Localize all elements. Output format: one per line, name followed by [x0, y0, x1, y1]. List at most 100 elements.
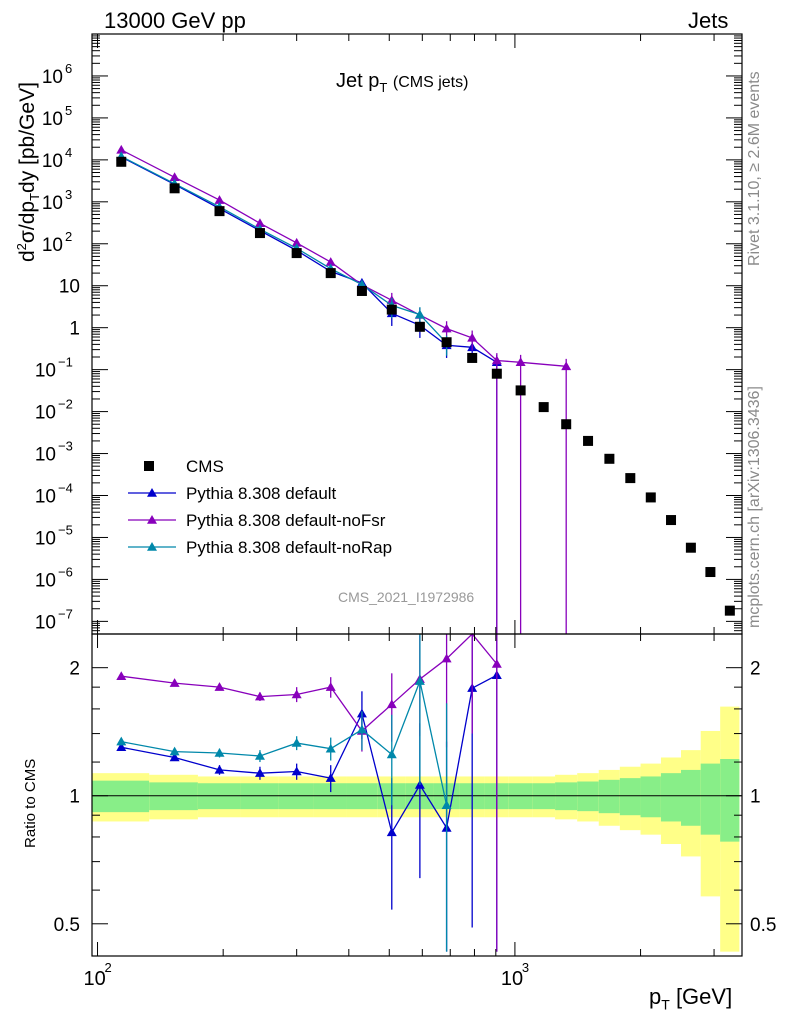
series-line-ratio: [121, 674, 498, 835]
legend-label: Pythia 8.308 default-noFsr: [186, 511, 386, 530]
series-point-ratio: [214, 764, 225, 774]
data-point: [515, 385, 526, 396]
legend-marker: [147, 515, 157, 524]
y-tick-label-exp: 2: [65, 229, 72, 244]
data-point: [325, 268, 336, 279]
data-point: [538, 402, 549, 413]
y-tick-label-exp: −1: [58, 355, 73, 370]
series-point-ratio: [386, 699, 397, 709]
ratio-y-tick-label-right: 2: [750, 659, 761, 680]
data-point: [291, 248, 302, 259]
band-inner-bin: [555, 782, 578, 811]
series-point-ratio: [169, 746, 180, 756]
series-point-ratio: [254, 768, 265, 777]
series-point-main: [291, 237, 302, 247]
ratio-y-tick-label-left: 1: [69, 787, 80, 808]
data-point: [467, 352, 478, 363]
mcplots-label: mcplots.cern.ch [arXiv:1306.3436]: [746, 386, 763, 628]
chart-title: Jet pT (CMS jets): [336, 70, 469, 95]
ratio-y-tick-label-left: 2: [69, 659, 80, 680]
y-axis-title: d2σ/dpTdy [pb/GeV]: [14, 82, 43, 262]
data-point: [724, 605, 735, 616]
y-tick-label: 10: [42, 151, 63, 172]
series-line-ratio: [121, 678, 448, 806]
legend-marker: [147, 488, 157, 497]
band-inner-bin: [92, 780, 150, 813]
legend: CMS Pythia 8.308 default Pythia 8.308 defa…: [128, 457, 392, 557]
data-point: [491, 368, 502, 379]
ratio-frame: [91, 633, 743, 957]
band-inner-bin: [660, 773, 682, 822]
legend-label: Pythia 8.308 default: [186, 484, 337, 503]
y-tick-label: 10: [35, 487, 56, 508]
series-point-ratio: [214, 682, 225, 691]
series-point-ratio: [441, 653, 452, 663]
series-point-ratio: [214, 748, 225, 757]
rivet-label: Rivet 3.1.10, ≥ 2.6M events: [746, 71, 763, 266]
data-point: [169, 183, 180, 194]
data-point: [625, 473, 636, 484]
data-points: [116, 156, 735, 616]
band-inner-bin: [577, 781, 599, 812]
series-point-ratio: [441, 800, 452, 809]
data-point: [414, 321, 425, 332]
data-point: [561, 419, 572, 430]
series-point-main: [169, 172, 180, 182]
y-tick-label: 1: [69, 319, 80, 340]
series-point-ratio: [254, 691, 265, 701]
y-tick-label-exp: 4: [65, 145, 72, 160]
y-tick-label-exp: −7: [58, 606, 73, 621]
series-point-ratio: [325, 743, 336, 753]
series-point-ratio: [386, 749, 397, 759]
series-point-ratio: [116, 736, 127, 746]
data-point: [441, 337, 452, 348]
y-tick-label: 10: [35, 403, 56, 424]
y-tick-label: 10: [35, 612, 56, 633]
x-tick-label: 10: [84, 968, 106, 990]
data-point: [116, 156, 127, 167]
header-left: 13000 GeV pp: [104, 8, 246, 33]
y-tick-label: 10: [42, 235, 63, 256]
series-point-ratio: [386, 827, 397, 837]
ratio-y-label: Ratio to CMS: [22, 758, 39, 848]
y-tick-label: 10: [35, 528, 56, 549]
legend-label-data: CMS: [186, 457, 224, 476]
x-axis-label: pT [GeV]: [649, 984, 733, 1013]
series-point-ratio: [414, 676, 425, 685]
series-line-ratio: [121, 633, 498, 732]
y-tick-label-exp: −2: [58, 397, 73, 412]
series-point-main: [325, 257, 336, 266]
y-tick-label: 10: [35, 445, 56, 466]
data-point: [214, 206, 225, 217]
series-point-ratio: [291, 738, 302, 747]
x-tick-label-exp: 2: [105, 960, 112, 975]
y-tick-label-exp: −5: [58, 522, 73, 537]
series-point-ratio: [325, 682, 336, 691]
data-point: [254, 228, 265, 239]
series-point-ratio: [491, 659, 502, 668]
legend-marker-data: [144, 461, 154, 471]
ratio-uncertainty-band: [92, 706, 740, 952]
y-tick-label: 10: [42, 193, 63, 214]
y-tick-label: 10: [35, 570, 56, 591]
band-inner-bin: [640, 776, 661, 818]
series-point-main: [254, 218, 265, 228]
watermark: CMS_2021_I1972986: [338, 589, 475, 605]
y-tick-label-exp: 3: [65, 187, 72, 202]
y-tick-label: 10: [42, 67, 63, 88]
y-tick-label: 10: [42, 109, 63, 130]
series-point-ratio: [169, 678, 180, 687]
data-point: [386, 304, 397, 315]
y-tick-label-exp: −6: [58, 564, 73, 579]
series-point-ratio: [291, 766, 302, 776]
y-tick-label-exp: 5: [65, 103, 72, 118]
band-inner-bin: [720, 758, 740, 842]
x-tick-label: 10: [501, 968, 523, 990]
data-point: [583, 435, 594, 446]
series-point-ratio: [356, 724, 367, 734]
band-inner-bin: [598, 779, 620, 814]
data-point: [685, 542, 696, 553]
y-tick-label-exp: −4: [58, 481, 73, 496]
band-inner-bin: [149, 782, 198, 811]
